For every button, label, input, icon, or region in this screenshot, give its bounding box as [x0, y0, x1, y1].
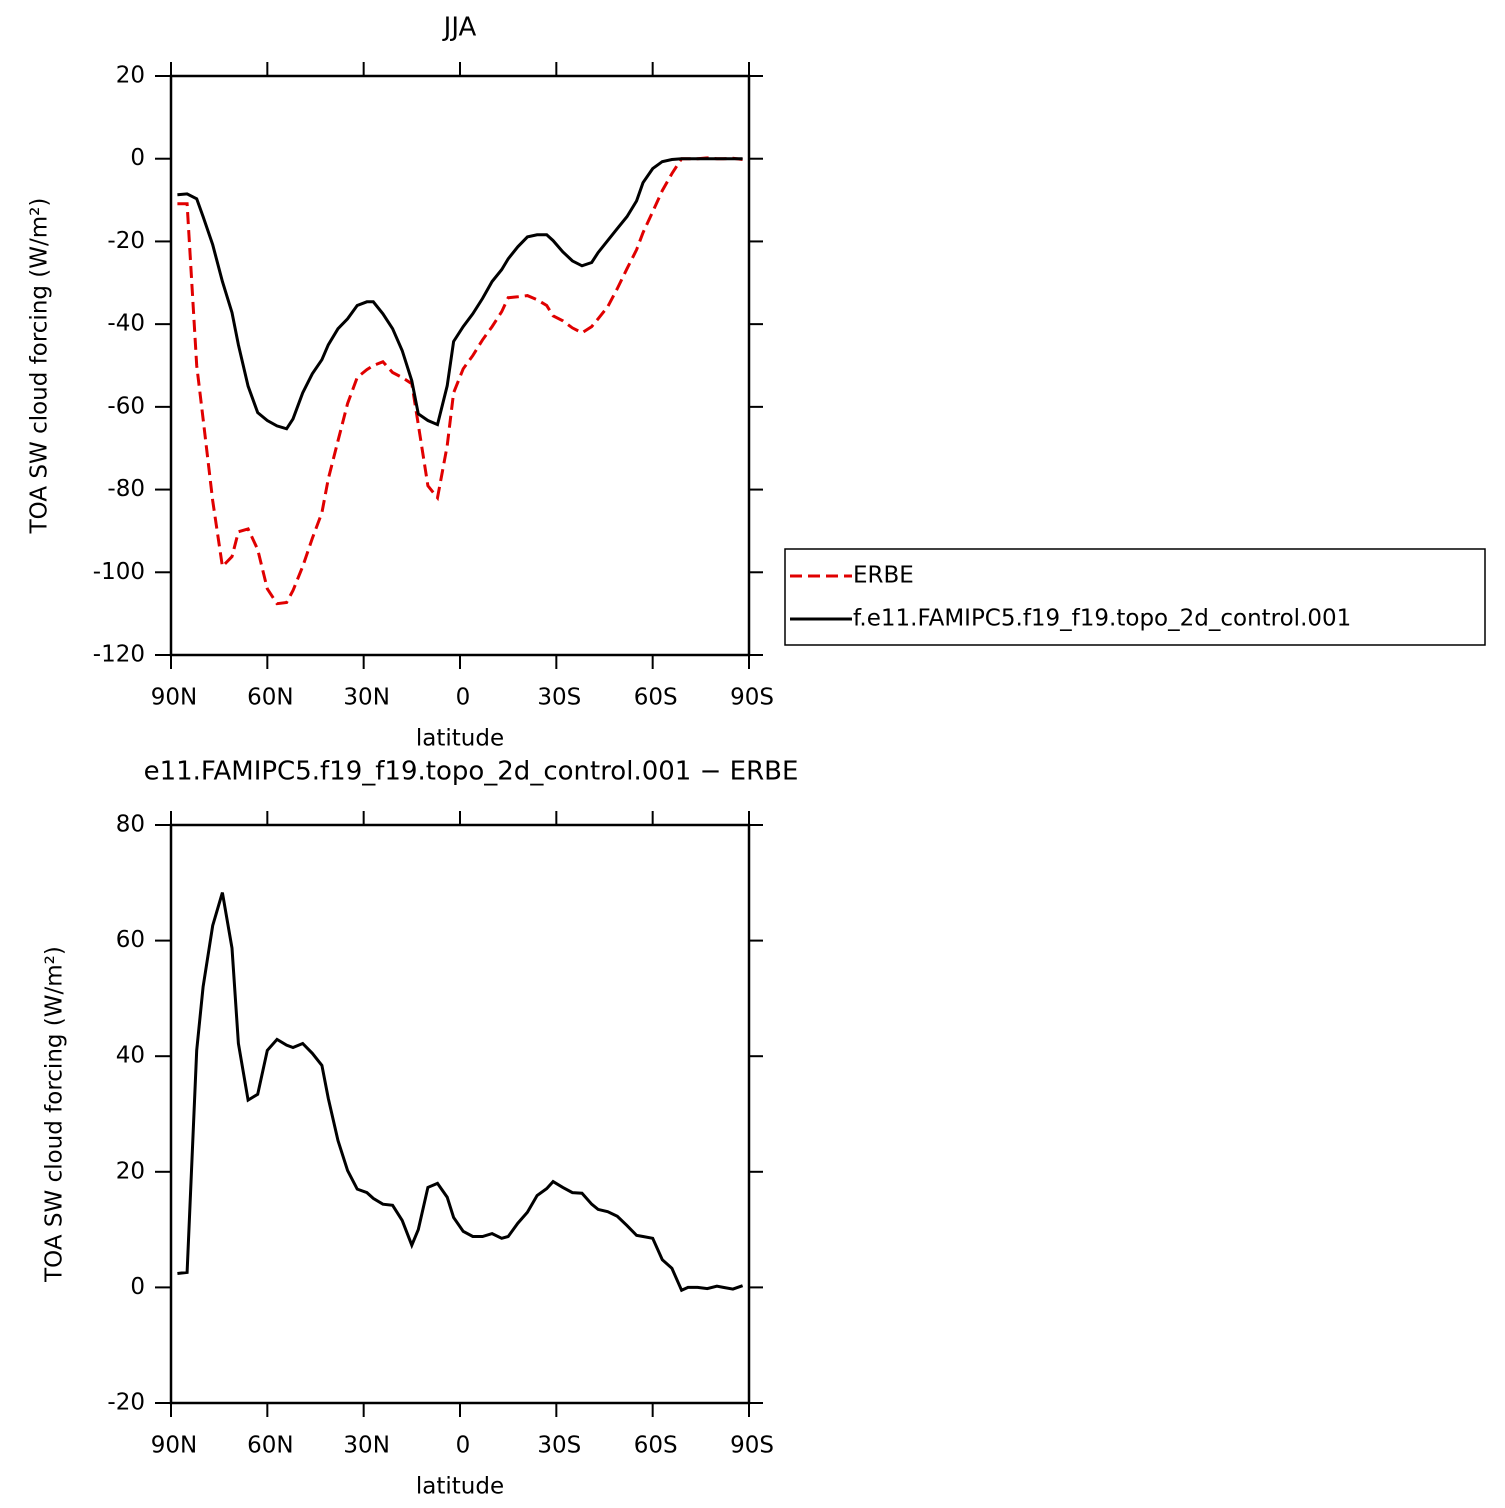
- x-tick-label: 60S: [634, 1433, 678, 1459]
- data-line: [177, 157, 743, 431]
- x-tick-label: 30S: [537, 685, 581, 711]
- y-axis-label: TOA SW cloud forcing (W/m²): [27, 198, 53, 535]
- x-tick-label: 90S: [730, 685, 774, 711]
- y-axis-label: TOA SW cloud forcing (W/m²): [42, 946, 68, 1283]
- plot-frame: [169, 74, 751, 657]
- legend-label: ERBE: [853, 563, 914, 589]
- y-tick-label: 0: [130, 145, 145, 171]
- x-tick-label: 90N: [151, 685, 197, 711]
- y-tick-label: 60: [116, 927, 145, 953]
- y-tick-label: -120: [93, 642, 145, 668]
- y-tick-label: 20: [116, 63, 145, 89]
- y-tick-label: 20: [116, 1158, 145, 1184]
- x-tick-label: 30N: [343, 1433, 389, 1459]
- y-tick-label: -80: [107, 476, 145, 502]
- legend-label: f.e11.FAMIPC5.f19_f19.topo_2d_control.00…: [853, 606, 1351, 632]
- data-line: [177, 892, 744, 1293]
- data-line: [177, 156, 743, 606]
- y-tick-label: -60: [107, 393, 145, 419]
- x-tick-label: 90N: [151, 1433, 197, 1459]
- x-tick-label: 60N: [247, 685, 293, 711]
- legend-box: [784, 548, 1486, 646]
- x-tick-label: 0: [456, 685, 471, 711]
- x-axis-label: latitude: [416, 1474, 504, 1500]
- y-tick-label: -20: [107, 1390, 145, 1416]
- x-tick-label: 30N: [343, 685, 389, 711]
- x-axis-label: latitude: [416, 726, 504, 752]
- y-tick-label: 0: [130, 1274, 145, 1300]
- x-tick-label: 60N: [247, 1433, 293, 1459]
- y-tick-label: 40: [116, 1043, 145, 1069]
- x-tick-label: 90S: [730, 1433, 774, 1459]
- y-tick-label: 80: [116, 812, 145, 838]
- chart-title: JJA: [442, 13, 477, 43]
- x-tick-label: 30S: [537, 1433, 581, 1459]
- y-tick-label: -40: [107, 311, 145, 337]
- x-tick-label: 0: [456, 1433, 471, 1459]
- chart-title: e11.FAMIPC5.f19_f19.topo_2d_control.001 …: [144, 757, 799, 787]
- y-tick-label: -100: [93, 559, 145, 585]
- x-tick-label: 60S: [634, 685, 678, 711]
- y-tick-label: -20: [107, 228, 145, 254]
- plot-frame: [169, 823, 751, 1405]
